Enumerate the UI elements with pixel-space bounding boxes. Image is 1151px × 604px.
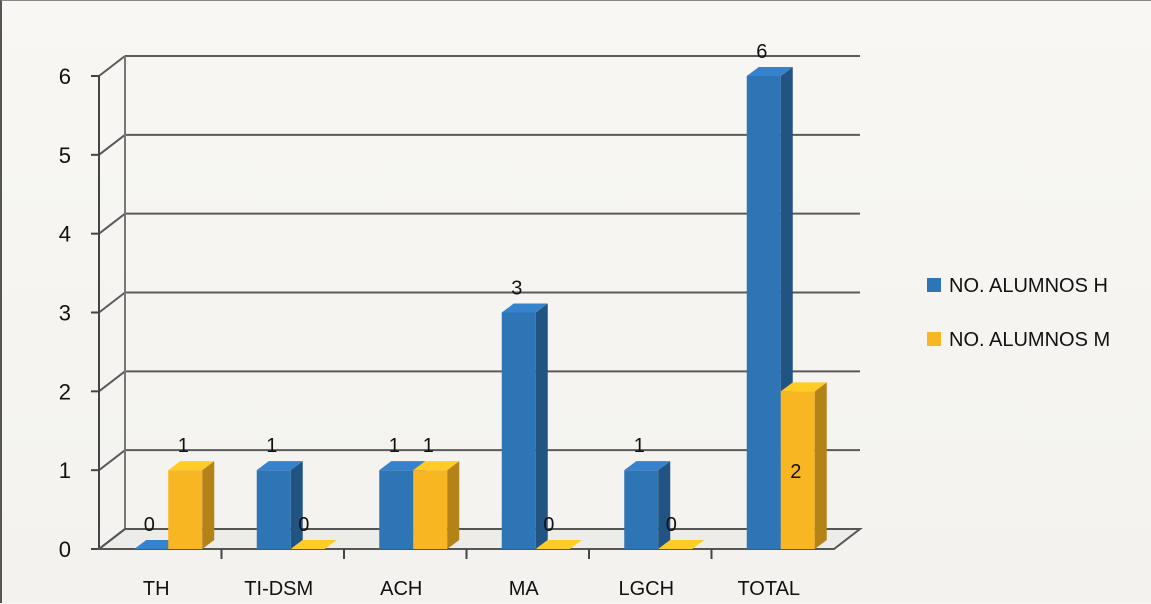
bar-front — [502, 313, 536, 550]
data-label: 2 — [790, 461, 801, 483]
y-tick-label: 5 — [59, 143, 71, 168]
legend-swatch — [927, 332, 941, 346]
bar-front — [747, 76, 781, 549]
bar-side — [447, 461, 459, 549]
data-label: 1 — [178, 435, 189, 457]
y-tick-label: 6 — [59, 64, 71, 89]
gridline-diagonal — [99, 214, 125, 234]
bar-side — [202, 461, 214, 549]
x-tick-label: TOTAL — [737, 578, 800, 600]
data-label: 3 — [511, 278, 522, 300]
y-tick-label: 2 — [59, 379, 71, 404]
legend-label: NO. ALUMNOS M — [949, 329, 1110, 351]
bar-front — [168, 470, 202, 549]
data-label: 1 — [423, 435, 434, 457]
y-tick-label: 0 — [59, 537, 71, 562]
data-label: 0 — [666, 514, 677, 536]
legend: NO. ALUMNOS H NO. ALUMNOS M — [927, 275, 1110, 351]
legend-swatch — [927, 278, 941, 292]
data-label: 0 — [144, 514, 155, 536]
gridline-diagonal — [99, 293, 125, 313]
x-tick-label: MA — [509, 578, 540, 600]
y-tick-label: 4 — [59, 222, 71, 247]
x-tick-label: TH — [143, 578, 170, 600]
bar — [502, 304, 548, 550]
data-label: 1 — [389, 435, 400, 457]
gridline-diagonal — [99, 56, 125, 76]
gridline-diagonal — [99, 135, 125, 155]
x-tick-label: TI-DSM — [244, 578, 313, 600]
bar — [781, 382, 827, 549]
x-tick-label: LGCH — [618, 578, 674, 600]
data-label: 6 — [756, 41, 767, 63]
y-tick-label: 1 — [59, 458, 71, 483]
x-tick-label: ACH — [380, 578, 422, 600]
bar-front — [257, 470, 291, 549]
data-label: 1 — [266, 435, 277, 457]
bar — [257, 461, 303, 549]
gridline-diagonal — [99, 450, 125, 470]
data-label: 0 — [298, 514, 309, 536]
gridline-diagonal — [99, 371, 125, 391]
bar-front — [624, 470, 658, 549]
bars — [134, 67, 827, 549]
bar-side — [536, 304, 548, 550]
y-tick-label: 3 — [59, 301, 71, 326]
bar-front — [413, 470, 447, 549]
legend-label: NO. ALUMNOS H — [949, 275, 1108, 297]
data-label: 1 — [634, 435, 645, 457]
data-label: 0 — [543, 514, 554, 536]
bar-side — [815, 382, 827, 549]
bar — [624, 461, 670, 549]
bar — [413, 461, 459, 549]
bar — [168, 461, 214, 549]
bar-front — [379, 470, 413, 549]
